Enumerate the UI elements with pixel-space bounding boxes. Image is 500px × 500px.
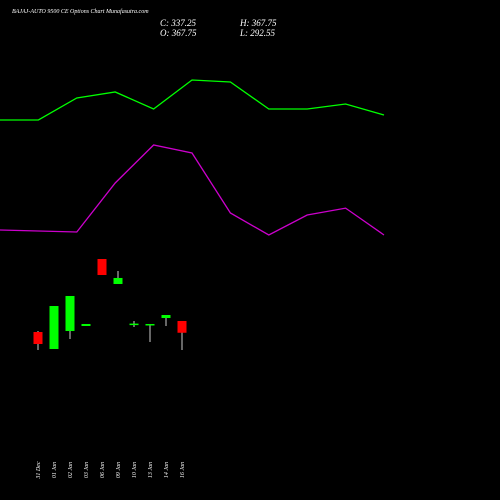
low-label: L: 292.55 [239,28,276,38]
close-label: C: 337.25 [160,18,197,28]
open-label: O: 367.75 [160,28,197,38]
candle-body [81,323,91,326]
candle-body [145,323,155,326]
x-tick-label: 14 Jan [163,462,170,478]
indicator-line [0,79,385,121]
x-tick-label: 31 Dec [36,461,42,479]
candle-body [113,277,123,284]
x-tick-label: 10 Jan [132,462,138,478]
x-tick-label: 16 Jan [180,462,186,478]
candle-body [33,332,43,345]
high-label: H: 367.75 [239,18,277,28]
x-tick-label: 01 Jan [52,462,58,478]
chart-title: BAJAJ-AUTO 9500 CE Options Chart Munafas… [12,8,149,15]
x-tick-label: 09 Jan [116,462,122,478]
candle-body [161,315,171,319]
candle-body [97,259,107,276]
candle-body [129,323,139,326]
candle-body [49,306,59,350]
x-tick-label: 02 Jan [68,462,74,478]
x-tick-label: 13 Jan [148,462,154,478]
indicator-line [0,144,385,236]
candle-body [177,320,187,333]
x-tick-label: 03 Jan [84,462,90,478]
candle-body [65,295,75,332]
x-tick-label: 06 Jan [100,462,106,478]
